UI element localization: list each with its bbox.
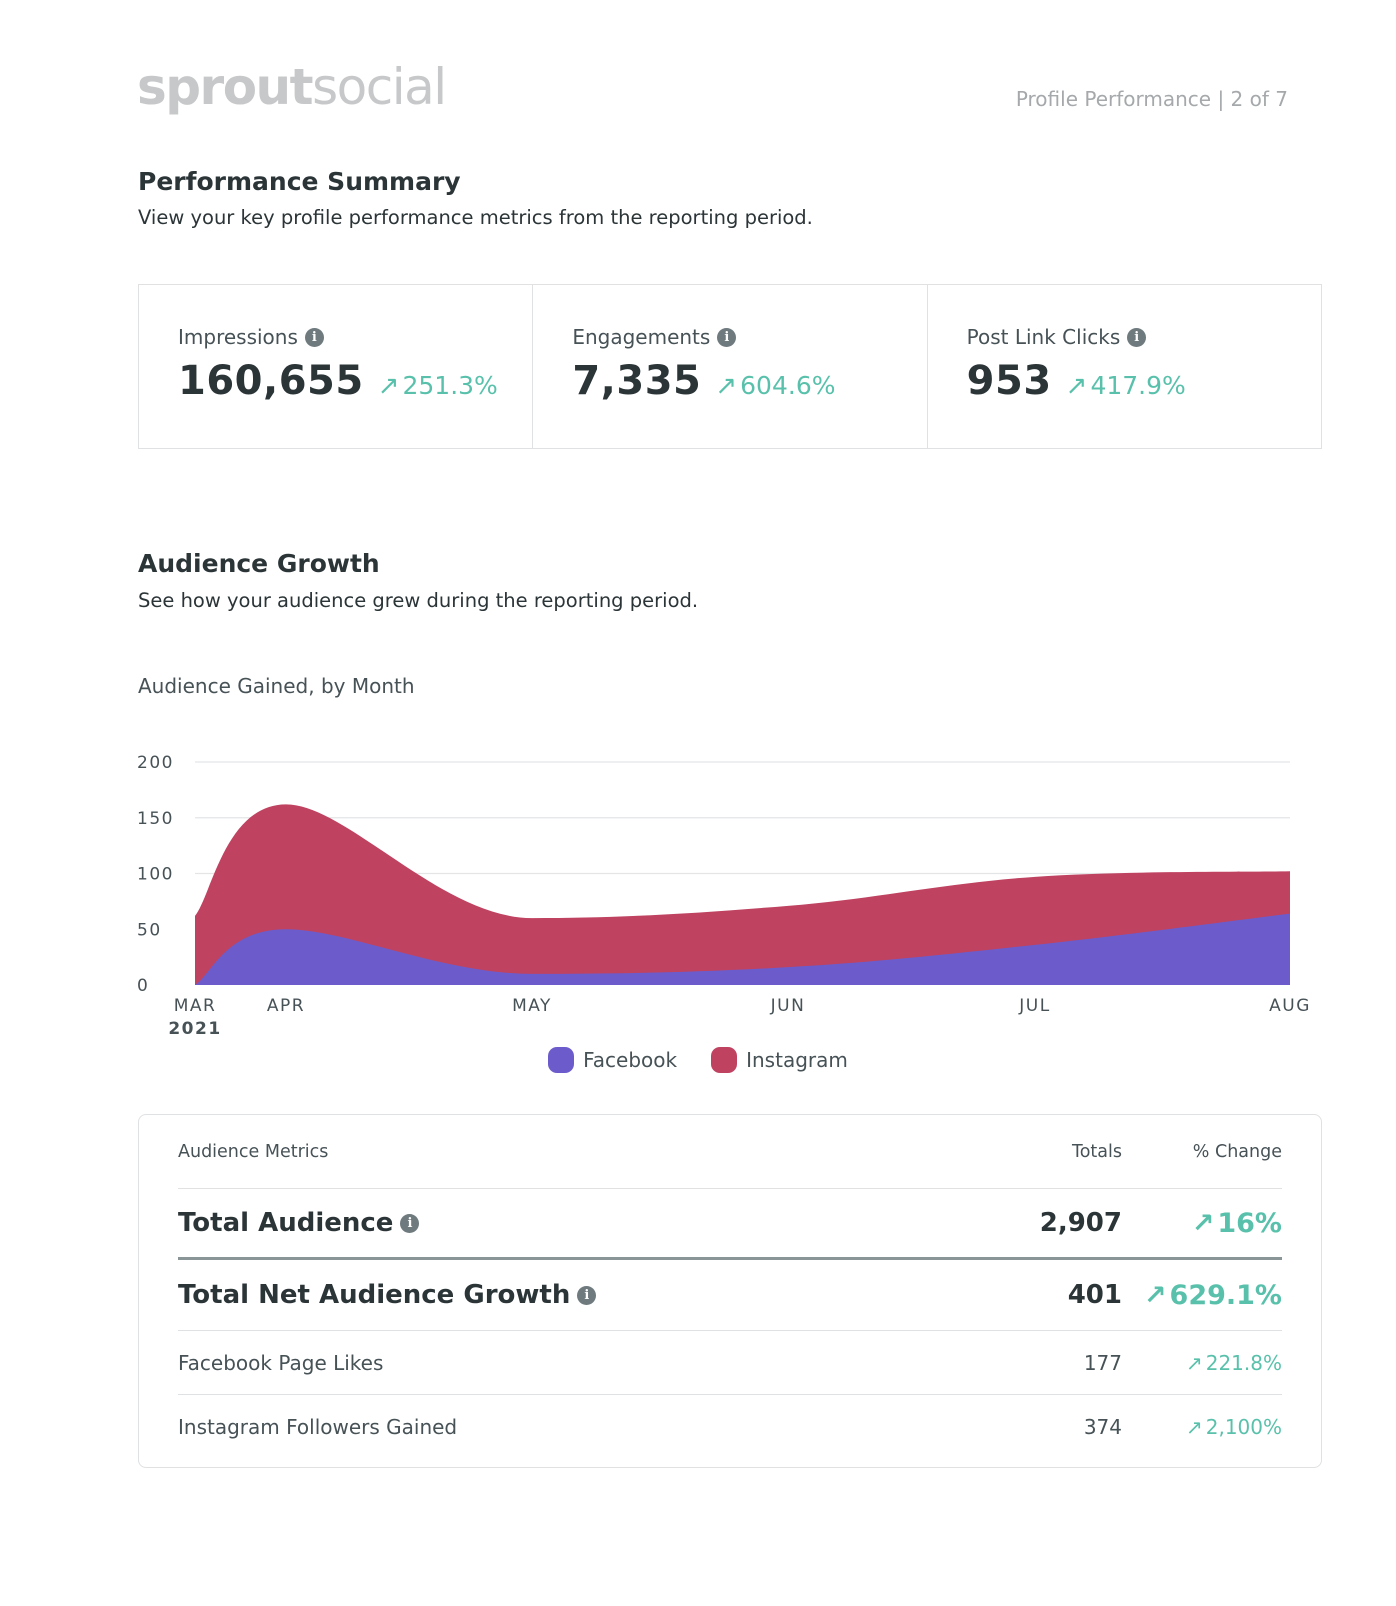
metric-value: 7,335 — [572, 358, 702, 404]
metric-change-value: 604.6% — [740, 371, 836, 400]
info-icon[interactable]: i — [1127, 327, 1147, 347]
facebook-area — [195, 913, 1290, 985]
row-name: Facebook Page Likes — [178, 1350, 384, 1375]
info-icon[interactable]: i — [577, 1285, 597, 1305]
metric-impressions: Impressions i 160,655 ↗ 251.3% — [139, 285, 534, 448]
instagram-swatch — [711, 1047, 738, 1073]
page-label: Profile Performance | 2 of 7 — [1015, 87, 1288, 111]
legend-label: Instagram — [746, 1048, 848, 1072]
legend-label: Facebook — [583, 1048, 678, 1072]
arrow-up-icon: ↗ — [377, 371, 400, 401]
row-change-value: 629.1% — [1169, 1279, 1282, 1311]
metric-label: Post Link Clicks — [966, 325, 1121, 349]
logo-bold-text: sprout — [137, 58, 314, 116]
facebook-swatch — [548, 1047, 575, 1073]
metric-post-link-clicks: Post Link Clicks i 953 ↗ 417.9% — [928, 285, 1321, 448]
legend-item-instagram[interactable]: Instagram — [711, 1047, 848, 1073]
row-total: 374 — [1083, 1415, 1122, 1439]
audience-metrics-table: Audience Metrics Totals % Change Total A… — [138, 1114, 1322, 1468]
metric-change-value: 417.9% — [1090, 371, 1186, 400]
performance-summary-subtitle: View your key profile performance metric… — [138, 206, 813, 229]
audience-gained-chart: 0 50 100 150 200 MAR APR MAY JUN JUL AUG 2021 — [137, 753, 1311, 1039]
metric-change-value: 251.3% — [402, 371, 498, 400]
x-tick-label: MAR — [174, 996, 217, 1016]
arrow-up-icon: ↗ — [1065, 371, 1088, 401]
arrow-up-icon: ↗ — [1185, 1350, 1203, 1375]
instagram-area — [195, 804, 1290, 985]
y-tick-label: 50 — [137, 920, 162, 940]
year-label: 2021 — [168, 1019, 221, 1039]
metric-label: Impressions — [178, 325, 298, 349]
info-icon[interactable]: i — [717, 327, 737, 347]
audience-growth-subtitle: See how your audience grew during the re… — [138, 589, 699, 612]
y-tick-label: 150 — [137, 809, 174, 829]
row-change-value: 2,100% — [1205, 1415, 1282, 1439]
chart-title: Audience Gained, by Month — [138, 674, 415, 698]
x-tick-label: APR — [267, 996, 305, 1016]
header-change: % Change — [1192, 1141, 1282, 1162]
metric-change: ↗ 417.9% — [1066, 371, 1186, 401]
metric-label: Engagements — [572, 325, 711, 349]
y-tick-label: 200 — [137, 753, 174, 773]
header-totals: Totals — [1072, 1141, 1122, 1162]
chart-legend: Facebook Instagram — [0, 1047, 1396, 1073]
x-tick-label: AUG — [1269, 996, 1311, 1016]
row-name: Total Net Audience Growth — [178, 1280, 571, 1310]
legend-item-facebook[interactable]: Facebook — [548, 1047, 677, 1073]
row-name: Instagram Followers Gained — [178, 1415, 458, 1439]
row-change: ↗ 629.1% — [1122, 1280, 1282, 1311]
table-row-total-audience: Total Audience i 2,907 ↗ 16% — [178, 1189, 1282, 1260]
metric-value: 953 — [966, 358, 1052, 404]
row-change-value: 221.8% — [1205, 1350, 1282, 1375]
y-tick-label: 100 — [137, 865, 174, 885]
logo-light-text: social — [312, 58, 447, 116]
metric-change: ↗ 604.6% — [715, 371, 835, 401]
table-header: Audience Metrics Totals % Change — [178, 1115, 1282, 1189]
metric-engagements: Engagements i 7,335 ↗ 604.6% — [533, 285, 928, 448]
table-row-facebook-likes: Facebook Page Likes 177 ↗ 221.8% — [178, 1331, 1282, 1395]
performance-summary-title: Performance Summary — [138, 167, 461, 196]
row-total: 2,907 — [1039, 1208, 1122, 1238]
metric-value: 160,655 — [178, 358, 364, 404]
row-change: ↗ 2,100% — [1122, 1415, 1282, 1439]
row-change: ↗ 16% — [1122, 1208, 1282, 1239]
y-tick-label: 0 — [137, 976, 149, 996]
header-metric-name: Audience Metrics — [178, 1141, 329, 1162]
row-total: 401 — [1067, 1280, 1122, 1310]
arrow-up-icon: ↗ — [1191, 1207, 1215, 1239]
x-tick-label: JUN — [770, 996, 806, 1016]
table-row-instagram-followers: Instagram Followers Gained 374 ↗ 2,100% — [178, 1395, 1282, 1459]
metric-change: ↗ 251.3% — [378, 371, 498, 401]
info-icon[interactable]: i — [304, 327, 324, 347]
sproutsocial-logo: sproutsocial — [137, 62, 447, 112]
arrow-up-icon: ↗ — [1185, 1415, 1203, 1439]
performance-summary-card: Impressions i 160,655 ↗ 251.3% Engagement… — [138, 284, 1322, 449]
arrow-up-icon: ↗ — [1143, 1279, 1167, 1311]
row-change: ↗ 221.8% — [1122, 1351, 1282, 1375]
arrow-up-icon: ↗ — [715, 371, 738, 401]
x-tick-label: MAY — [512, 996, 552, 1016]
x-tick-label: JUL — [1018, 996, 1050, 1016]
table-row-net-growth: Total Net Audience Growth i 401 ↗ 629.1% — [178, 1260, 1282, 1331]
row-total: 177 — [1083, 1350, 1122, 1375]
row-change-value: 16% — [1217, 1207, 1282, 1239]
row-name: Total Audience — [178, 1208, 394, 1238]
audience-growth-title: Audience Growth — [138, 549, 380, 578]
info-icon[interactable]: i — [400, 1213, 420, 1233]
